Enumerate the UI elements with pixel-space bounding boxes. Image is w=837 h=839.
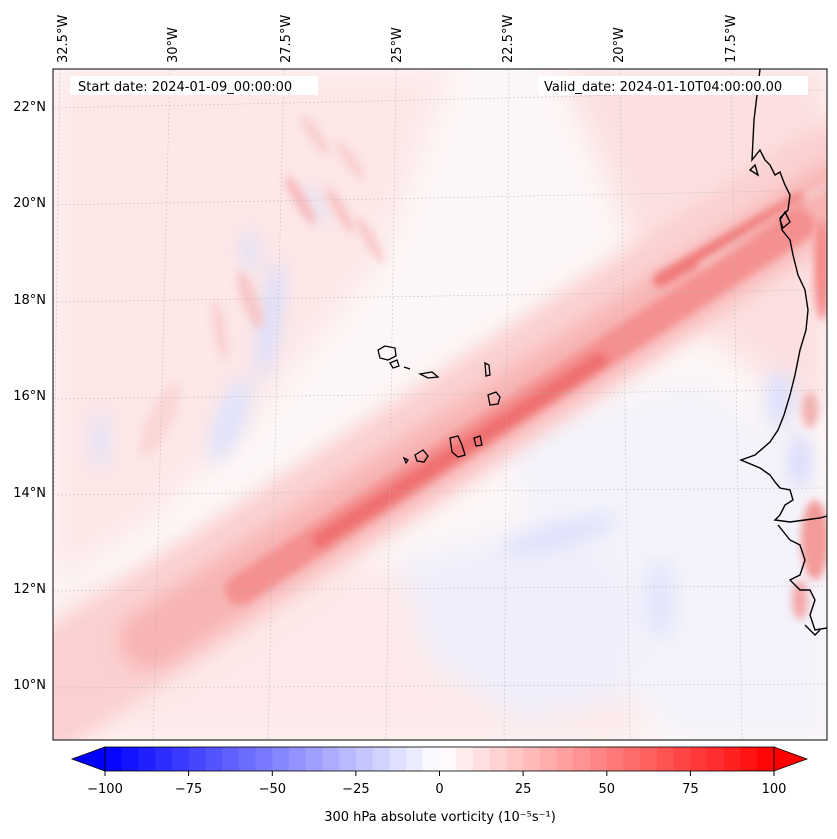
- start-date-box: Start date: 2024-01-09_00:00:00: [70, 76, 318, 95]
- colorbar-tick-label: −100: [87, 782, 123, 797]
- colorbar-cell: [138, 747, 156, 771]
- lat-label: 16°N: [13, 389, 46, 404]
- colorbar-cell: [673, 747, 691, 771]
- colorbar-cell: [606, 747, 625, 771]
- colorbar-cell: [489, 747, 508, 771]
- longitude-labels: 32.5°W 30°W 27.5°W 25°W 22.5°W 20°W 17.5…: [56, 15, 739, 63]
- lon-label: 30°W: [166, 27, 181, 63]
- colorbar-tick-label: 0: [435, 782, 443, 797]
- colorbar-cell: [707, 747, 725, 771]
- lon-label: 27.5°W: [279, 15, 294, 63]
- colorbar-cell: [740, 747, 758, 771]
- colorbar-cell: [238, 747, 257, 771]
- cape-verde-islands: [377, 345, 501, 465]
- map-panel: [53, 69, 827, 740]
- colorbar-cell: [105, 747, 123, 771]
- colorbar-cell: [205, 747, 223, 771]
- colorbar-cell: [339, 747, 357, 771]
- lon-label: 20°W: [612, 27, 627, 63]
- colorbar-cell: [171, 747, 190, 771]
- colorbar-cells: [105, 747, 775, 771]
- lat-label: 14°N: [13, 486, 46, 501]
- colorbar-cell: [556, 747, 574, 771]
- colorbar-cell: [406, 747, 424, 771]
- colorbar-cell: [757, 747, 775, 771]
- colorbar-cell: [389, 747, 407, 771]
- colorbar-cell: [355, 747, 374, 771]
- colorbar-cell: [472, 747, 491, 771]
- colorbar: −100 −75 −50 −25 0 25 50 75 100 300 hPa …: [70, 746, 809, 825]
- colorbar-tick-label: −50: [259, 782, 286, 797]
- colorbar-cell: [573, 747, 591, 771]
- start-date-label: Start date: 2024-01-09_00:00:00: [78, 80, 292, 95]
- colorbar-cell: [422, 747, 441, 771]
- colorbar-cell: [222, 747, 240, 771]
- colorbar-cell: [121, 747, 140, 771]
- lat-label: 20°N: [13, 196, 46, 211]
- colorbar-tick-label: 100: [762, 782, 787, 797]
- colorbar-cell: [723, 747, 742, 771]
- lat-label: 10°N: [13, 678, 46, 693]
- colorbar-tick-label: 50: [599, 782, 616, 797]
- latitude-labels: 22°N 20°N 18°N 16°N 14°N 12°N 10°N: [13, 100, 46, 693]
- colorbar-tick-label: −25: [342, 782, 369, 797]
- colorbar-cell: [623, 747, 641, 771]
- coastline-africa: [739, 69, 827, 636]
- colorbar-cell: [690, 747, 708, 771]
- colorbar-tick-label: −75: [175, 782, 202, 797]
- lon-label: 17.5°W: [724, 15, 739, 63]
- colorbar-cell: [288, 747, 307, 771]
- colorbar-cell: [590, 747, 608, 771]
- valid-date-box: Valid_date: 2024-01-10T04:00:00.00: [538, 76, 808, 95]
- colorbar-cell: [188, 747, 206, 771]
- colorbar-ticks: [104, 771, 775, 776]
- colorbar-tick-label: 25: [515, 782, 532, 797]
- colorbar-cell: [456, 747, 474, 771]
- lat-label: 12°N: [13, 582, 46, 597]
- colorbar-cell: [506, 747, 524, 771]
- vorticity-field: [53, 69, 827, 740]
- colorbar-cell: [439, 747, 457, 771]
- colorbar-cell: [640, 747, 658, 771]
- colorbar-cell: [272, 747, 290, 771]
- colorbar-extend-max: [773, 746, 809, 772]
- colorbar-cell: [523, 747, 541, 771]
- colorbar-cell: [155, 747, 173, 771]
- colorbar-cell: [656, 747, 675, 771]
- colorbar-cell: [305, 747, 324, 771]
- colorbar-cell: [255, 747, 273, 771]
- lon-label: 22.5°W: [501, 15, 516, 63]
- lat-label: 18°N: [13, 293, 46, 308]
- map-frame: [52, 68, 828, 741]
- colorbar-cell: [372, 747, 390, 771]
- colorbar-cell: [539, 747, 558, 771]
- colorbar-tick-labels: −100 −75 −50 −25 0 25 50 75 100: [87, 782, 786, 797]
- colorbar-extend-min: [70, 746, 106, 772]
- lon-label: 25°W: [390, 27, 405, 63]
- colorbar-tick-label: 75: [682, 782, 699, 797]
- lon-label: 32.5°W: [56, 15, 71, 63]
- colorbar-label: 300 hPa absolute vorticity (10⁻⁵s⁻¹): [324, 810, 556, 825]
- lat-label: 22°N: [13, 100, 46, 115]
- valid-date-label: Valid_date: 2024-01-10T04:00:00.00: [544, 80, 782, 95]
- colorbar-cell: [322, 747, 340, 771]
